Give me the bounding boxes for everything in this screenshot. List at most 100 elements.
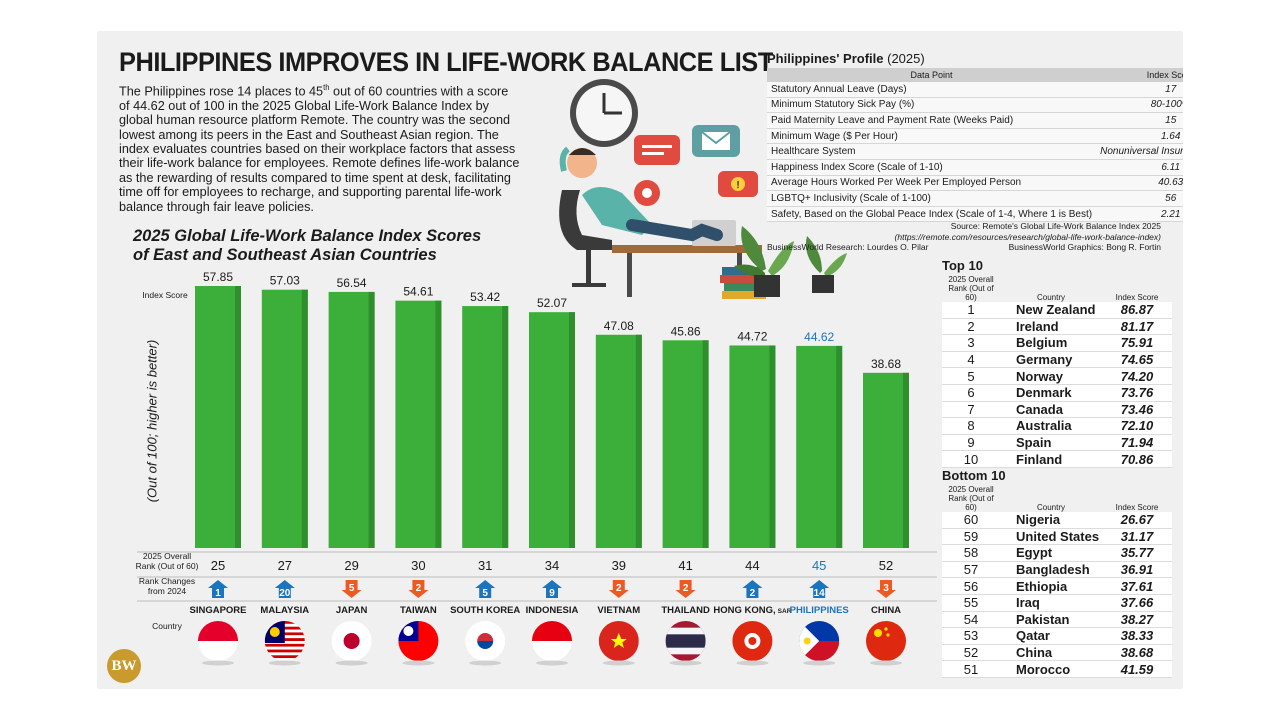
bar bbox=[261, 289, 308, 548]
chair-icon bbox=[559, 190, 612, 287]
rank-change-label: 2 bbox=[616, 583, 622, 594]
rank-cell: 5 bbox=[942, 367, 1000, 385]
country-cell: Australia bbox=[1000, 417, 1102, 435]
bottom10-title: Bottom 10 bbox=[942, 468, 1006, 483]
country-cell: Norway bbox=[1000, 367, 1102, 385]
rank-cell: 10 bbox=[942, 450, 1000, 468]
rank-label: 52 bbox=[879, 558, 893, 573]
bottom10-row: 54 Pakistan 38.27 bbox=[942, 611, 1172, 629]
svg-text:!: ! bbox=[736, 180, 739, 191]
indonesia-flag-icon bbox=[532, 621, 572, 666]
bar bbox=[796, 345, 843, 548]
score-cell: 31.17 bbox=[1102, 528, 1172, 546]
country-name: CHINA bbox=[871, 605, 901, 616]
country-label: MALAYSIA bbox=[260, 605, 309, 616]
profile-point: Statutory Annual Leave (Days) bbox=[767, 82, 1097, 98]
profile-point: Paid Maternity Leave and Payment Rate (W… bbox=[767, 112, 1097, 129]
country-cell: Finland bbox=[1000, 450, 1102, 468]
top10-row: 8 Australia 72.10 bbox=[942, 417, 1172, 435]
rank-cell: 4 bbox=[942, 351, 1000, 369]
profile-value: 2.21 bbox=[1096, 206, 1183, 223]
value-label: 57.85 bbox=[203, 270, 233, 284]
score-cell: 73.46 bbox=[1102, 401, 1172, 419]
profile-value: 40.63 bbox=[1096, 175, 1183, 192]
arrow-up-icon bbox=[542, 580, 562, 598]
taiwan-flag-icon bbox=[398, 621, 439, 666]
bottom10-header-score: Index Score bbox=[1102, 485, 1172, 512]
rank-change-label-line1: Rank Changes bbox=[138, 576, 196, 586]
country-label: VIETNAM bbox=[597, 605, 640, 616]
rank-label: 30 bbox=[411, 558, 425, 573]
chat-bubble-icon bbox=[634, 135, 680, 165]
profile-row: Minimum Statutory Sick Pay (%)80-100% bbox=[767, 97, 1183, 114]
profile-point: Healthcare System bbox=[767, 143, 1097, 160]
rank-cell: 60 bbox=[942, 512, 1000, 529]
country-cell: Belgium bbox=[1000, 334, 1102, 352]
value-label: 57.03 bbox=[270, 274, 300, 288]
rank-label: 29 bbox=[344, 558, 358, 573]
profile-point: LGBTQ+ Inclusivity (Scale of 1-100) bbox=[767, 190, 1097, 207]
score-cell: 73.76 bbox=[1102, 384, 1172, 402]
arrow-down-icon bbox=[675, 580, 696, 598]
overall-rank-label-line1: 2025 Overall bbox=[142, 551, 192, 561]
arrow-down-icon bbox=[341, 580, 362, 598]
profile-value: 15 bbox=[1096, 112, 1183, 129]
mail-icon bbox=[692, 125, 740, 157]
country-cell: Ireland bbox=[1000, 318, 1102, 336]
rank-label: 39 bbox=[612, 558, 626, 573]
profile-row: Average Hours Worked Per Week Per Employ… bbox=[767, 175, 1183, 192]
rank-cell: 7 bbox=[942, 401, 1000, 419]
profile-value: 80-100% bbox=[1096, 97, 1183, 114]
score-cell: 74.65 bbox=[1102, 351, 1172, 369]
profile-header-score: Index Score bbox=[1096, 68, 1183, 82]
notification-icon bbox=[634, 180, 660, 206]
profile-header-point: Data Point bbox=[767, 68, 1097, 82]
country-label: HONG KONG, SAR bbox=[713, 605, 791, 616]
bottom10-row: 58 Egypt 35.77 bbox=[942, 544, 1172, 562]
profile-value: 1.64 bbox=[1096, 128, 1183, 145]
overall-ranks: 25 27 29 30 31 34 39 41 44 45 52 bbox=[211, 558, 893, 573]
arrow-up-icon bbox=[274, 580, 295, 598]
country-cell: Egypt bbox=[1000, 544, 1102, 562]
plants-illustration bbox=[734, 226, 847, 297]
yaxis-label: (Out of 100; higher is better) bbox=[144, 339, 160, 503]
value-label: 56.54 bbox=[337, 276, 367, 290]
profile-title: Philippines' Profile (2025) bbox=[767, 51, 925, 66]
bar-shade bbox=[836, 345, 843, 548]
country-cell: Nigeria bbox=[1000, 512, 1102, 529]
bar-shade bbox=[702, 340, 709, 548]
rank-cell: 9 bbox=[942, 434, 1000, 452]
country-cell: Pakistan bbox=[1000, 611, 1102, 629]
score-cell: 86.87 bbox=[1102, 302, 1172, 319]
overall-rank-label-line2: Rank (Out of 60) bbox=[135, 560, 199, 571]
index-score-label: Index Score bbox=[142, 290, 188, 300]
score-cell: 35.77 bbox=[1102, 544, 1172, 562]
bar-shade bbox=[235, 286, 241, 548]
bottom10-table: 2025 Overall Rank (Out of 60) Country In… bbox=[942, 485, 1172, 678]
rank-cell: 56 bbox=[942, 577, 1000, 595]
rank-changes: 1 20 5 2 5 9 2 2 2 14 3 bbox=[208, 580, 896, 599]
country-name: HONG KONG, bbox=[713, 605, 775, 616]
businessworld-logo: BW bbox=[107, 649, 141, 683]
research-credit: BusinessWorld Research: Lourdes O. Pilar bbox=[767, 242, 929, 252]
profile-point: Safety, Based on the Global Peace Index … bbox=[767, 206, 1097, 223]
profile-row: LGBTQ+ Inclusivity (Scale of 1-100) 56 bbox=[767, 190, 1183, 207]
country-name: VIETNAM bbox=[597, 605, 640, 616]
value-label: 44.72 bbox=[737, 329, 767, 343]
country-cell: New Zealand bbox=[1000, 302, 1102, 319]
bottom10-row: 57 Bangladesh 36.91 bbox=[942, 561, 1172, 579]
country-name: SINGAPORE bbox=[189, 605, 246, 616]
score-cell: 70.86 bbox=[1102, 450, 1172, 468]
rank-label: 45 bbox=[812, 558, 826, 573]
alert-bubble-icon: ! bbox=[718, 171, 758, 197]
top10-row: 10 Finland 70.86 bbox=[942, 450, 1172, 468]
bar bbox=[462, 306, 509, 548]
chart-title-line1: 2025 Global Life-Work Balance Index Scor… bbox=[133, 227, 482, 245]
profile-title-bold: Philippines' Profile bbox=[767, 51, 884, 66]
country-cell: China bbox=[1000, 644, 1102, 662]
country-name: MALAYSIA bbox=[260, 605, 309, 616]
bottom10-row: 59 United States 31.17 bbox=[942, 528, 1172, 546]
country-label: SOUTH KOREA bbox=[450, 605, 520, 616]
bar bbox=[595, 334, 642, 548]
